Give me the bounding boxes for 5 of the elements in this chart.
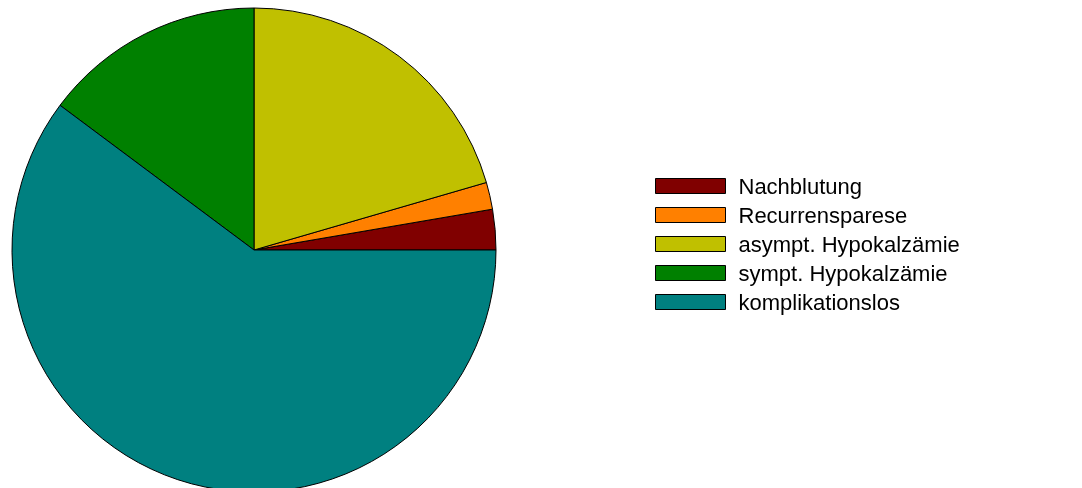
legend-label: Recurrensparese (738, 202, 908, 228)
legend-label: sympt. Hypokalzämie (738, 260, 948, 286)
legend-label: Nachblutung (738, 173, 863, 199)
legend-label: asympt. Hypokalzämie (738, 231, 960, 257)
legend-label: komplikationslos (738, 289, 900, 315)
